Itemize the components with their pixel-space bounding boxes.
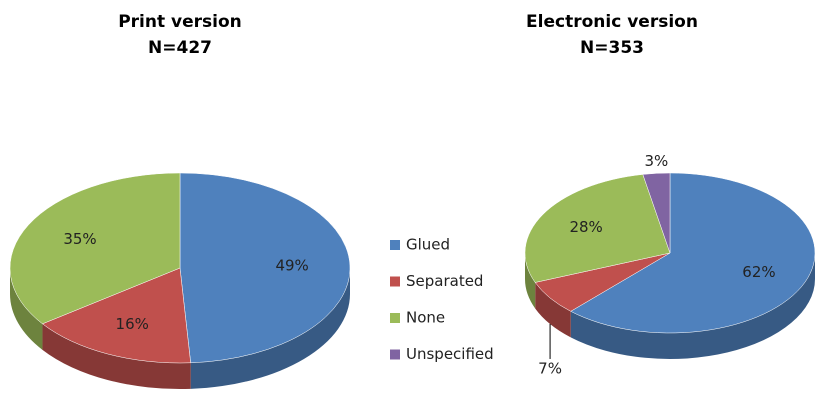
chart-title: Print version bbox=[118, 12, 242, 32]
data-label: 7% bbox=[538, 359, 562, 377]
legend-label: Glued bbox=[406, 236, 450, 254]
slice bbox=[570, 172, 816, 334]
slice bbox=[9, 172, 181, 325]
legend-label: Unspecified bbox=[406, 345, 494, 363]
slice bbox=[642, 172, 671, 254]
slice bbox=[179, 172, 351, 364]
data-label: 28% bbox=[569, 218, 602, 236]
data-label: 49% bbox=[275, 257, 308, 275]
slice-side bbox=[42, 323, 191, 389]
data-label: 35% bbox=[63, 230, 96, 248]
slice-side bbox=[570, 253, 815, 360]
data-label: 3% bbox=[644, 152, 668, 170]
slice bbox=[41, 267, 191, 364]
slice-side bbox=[535, 282, 571, 338]
legend-swatch bbox=[390, 240, 400, 250]
slice-side bbox=[190, 268, 350, 389]
data-label: 62% bbox=[742, 263, 775, 281]
legend-label: Separated bbox=[406, 272, 483, 290]
chart-subtitle: N=353 bbox=[580, 38, 644, 58]
data-label: 16% bbox=[116, 315, 149, 333]
slice bbox=[524, 174, 671, 283]
legend-label: None bbox=[406, 309, 445, 327]
chart-title: Electronic version bbox=[526, 12, 698, 32]
chart-subtitle: N=427 bbox=[148, 38, 212, 58]
legend-swatch bbox=[390, 276, 400, 287]
legend-swatch bbox=[390, 313, 400, 323]
slice-side bbox=[525, 253, 536, 309]
legend-swatch bbox=[390, 349, 400, 360]
